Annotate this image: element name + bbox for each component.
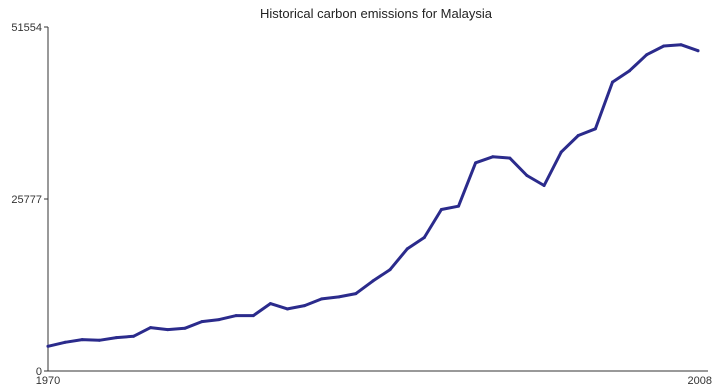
- data-point: [542, 184, 546, 188]
- y-tick-label: 51554: [11, 22, 42, 34]
- data-point: [593, 127, 597, 131]
- data-point: [337, 295, 341, 299]
- data-point: [132, 334, 136, 338]
- data-point: [508, 156, 512, 160]
- data-point: [439, 208, 443, 212]
- y-tick-label: 25777: [11, 194, 42, 206]
- y-tick-label: 0: [36, 366, 42, 378]
- data-point: [303, 304, 307, 308]
- data-point: [166, 328, 170, 332]
- y-tick-labels: 0 25777 51554: [11, 22, 48, 378]
- data-point: [149, 326, 153, 330]
- data-point: [97, 338, 101, 342]
- data-point: [422, 236, 426, 240]
- data-point: [46, 344, 50, 348]
- data-point: [662, 44, 666, 48]
- data-point: [200, 320, 204, 324]
- series-line-0: [46, 43, 700, 348]
- data-point: [354, 292, 358, 296]
- data-point: [183, 326, 187, 330]
- chart-title: Historical carbon emissions for Malaysia: [260, 6, 493, 21]
- data-point: [63, 340, 67, 344]
- data-point: [320, 297, 324, 301]
- x-tick-label: 2008: [688, 375, 712, 386]
- data-point: [405, 247, 409, 251]
- x-tick-label: 1970: [36, 375, 60, 386]
- data-point: [268, 302, 272, 306]
- data-point: [525, 173, 529, 177]
- data-point: [388, 268, 392, 272]
- data-point: [114, 336, 118, 340]
- x-tick-labels: 1970 2008: [36, 375, 712, 386]
- data-point: [679, 43, 683, 47]
- data-point: [234, 314, 238, 318]
- data-point: [217, 318, 221, 322]
- data-point: [559, 150, 563, 154]
- data-point: [576, 133, 580, 137]
- data-point: [285, 307, 289, 311]
- data-point: [696, 49, 700, 53]
- data-point: [628, 69, 632, 73]
- data-point: [610, 80, 614, 84]
- data-point: [645, 53, 649, 57]
- data-point: [371, 279, 375, 283]
- series-layer: [46, 43, 700, 348]
- data-point: [491, 155, 495, 159]
- data-point: [457, 204, 461, 208]
- data-point: [474, 161, 478, 165]
- data-point: [251, 314, 255, 318]
- data-point: [80, 338, 84, 342]
